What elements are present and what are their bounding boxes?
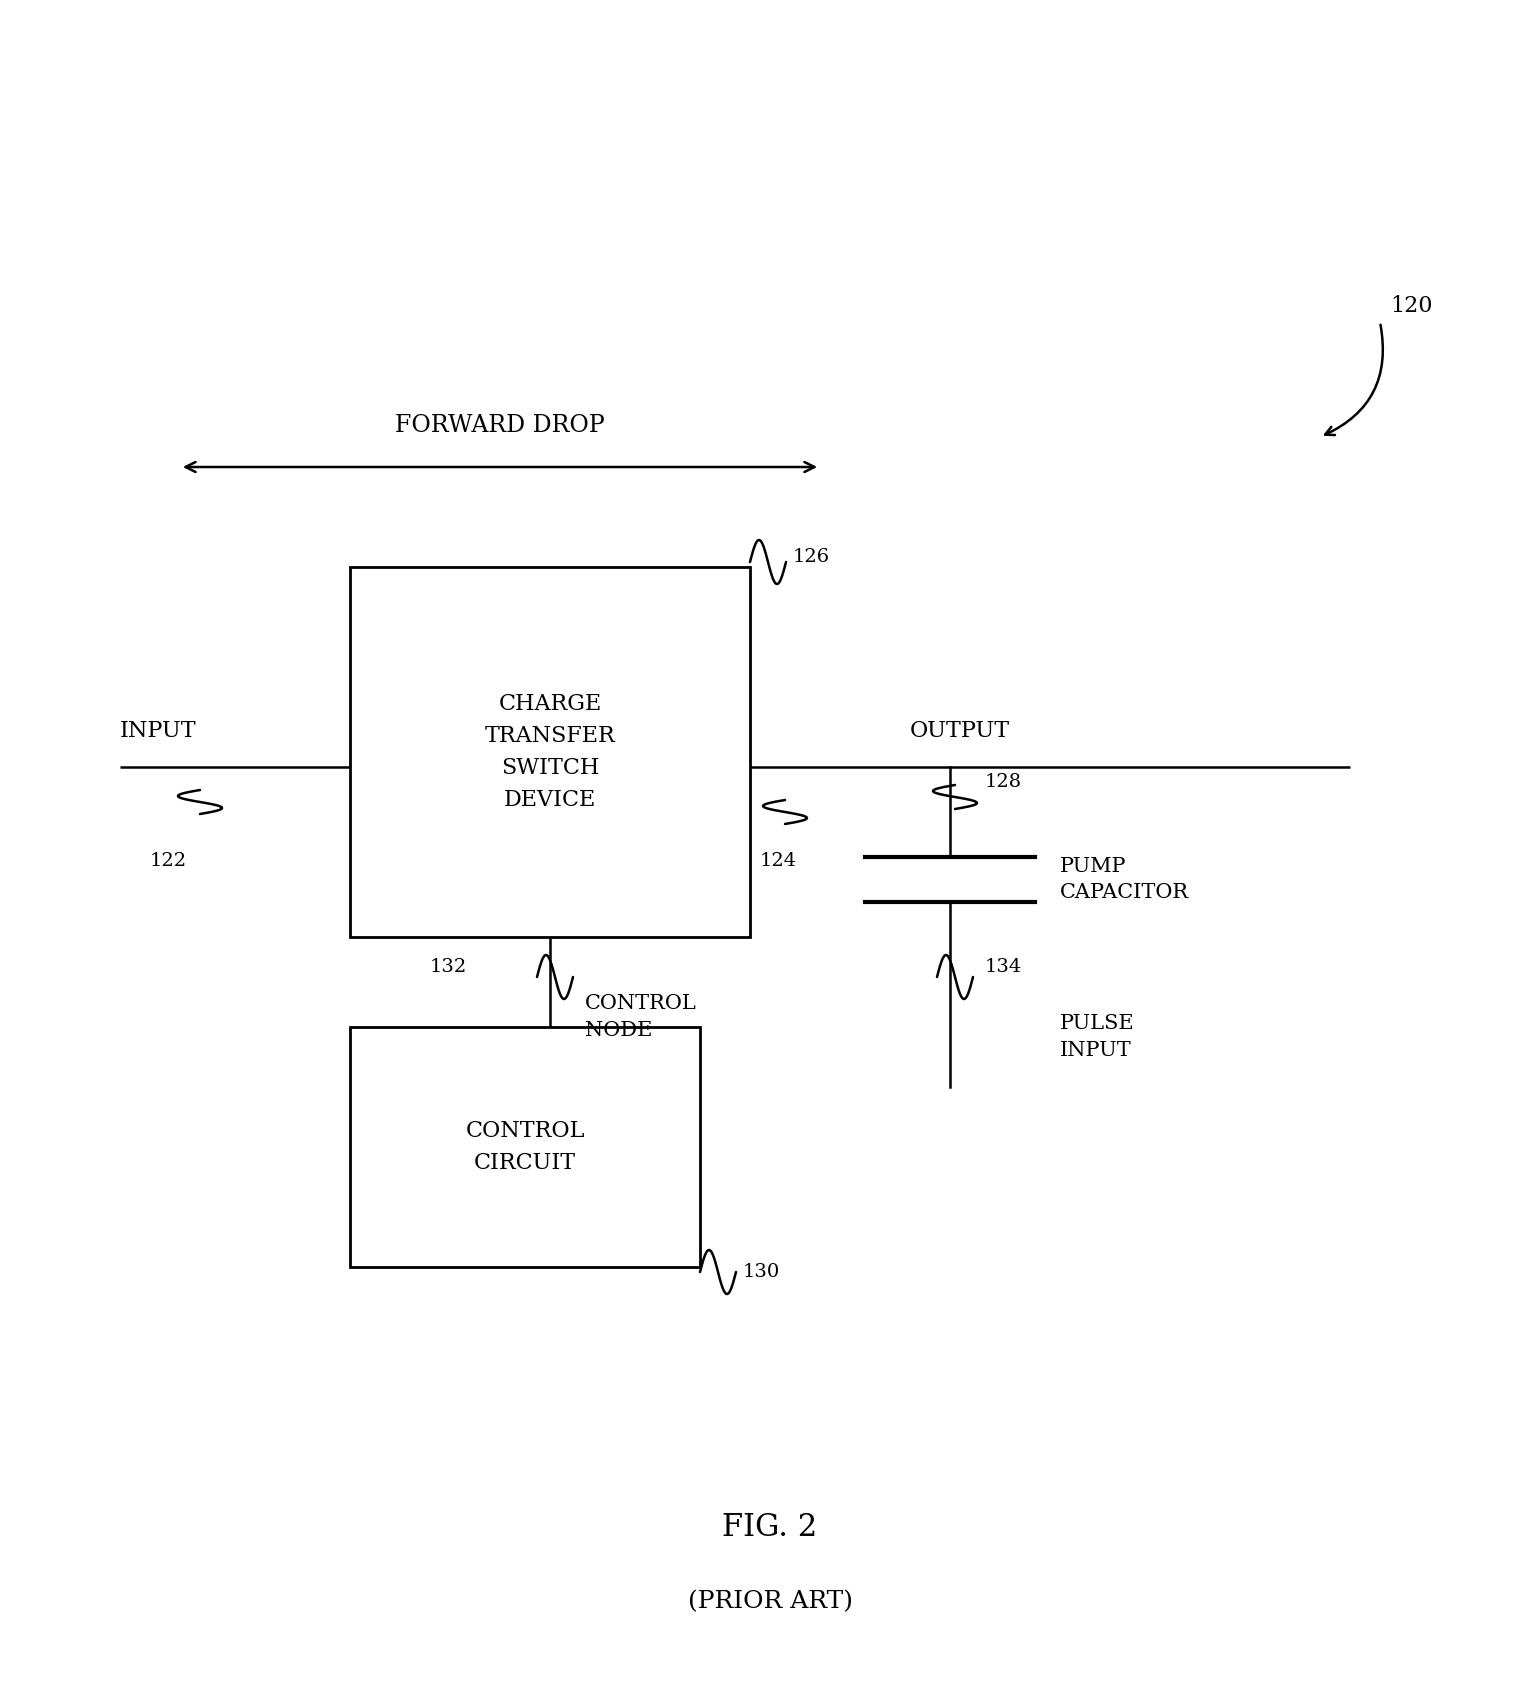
Text: FIG. 2: FIG. 2: [722, 1512, 817, 1542]
Bar: [349, 1027, 700, 1267]
Text: CHARGE
TRANSFER
SWITCH
DEVICE: CHARGE TRANSFER SWITCH DEVICE: [485, 693, 616, 811]
Text: 128: 128: [985, 773, 1022, 791]
Text: 120: 120: [1390, 295, 1433, 317]
Text: PUMP
CAPACITOR: PUMP CAPACITOR: [1060, 857, 1190, 903]
Text: CONTROL
NODE: CONTROL NODE: [585, 994, 697, 1039]
Text: 124: 124: [760, 852, 797, 870]
Text: 122: 122: [149, 852, 188, 870]
Bar: [349, 567, 749, 936]
Text: 126: 126: [793, 548, 830, 567]
Text: 130: 130: [743, 1264, 780, 1280]
Text: (PRIOR ART): (PRIOR ART): [688, 1591, 853, 1613]
Text: 134: 134: [985, 958, 1022, 977]
Text: CONTROL
CIRCUIT: CONTROL CIRCUIT: [465, 1120, 585, 1174]
Text: INPUT: INPUT: [120, 720, 197, 742]
Text: FORWARD DROP: FORWARD DROP: [396, 413, 605, 437]
Text: OUTPUT: OUTPUT: [910, 720, 1010, 742]
Text: PULSE
INPUT: PULSE INPUT: [1060, 1014, 1134, 1059]
Text: 132: 132: [429, 958, 468, 977]
